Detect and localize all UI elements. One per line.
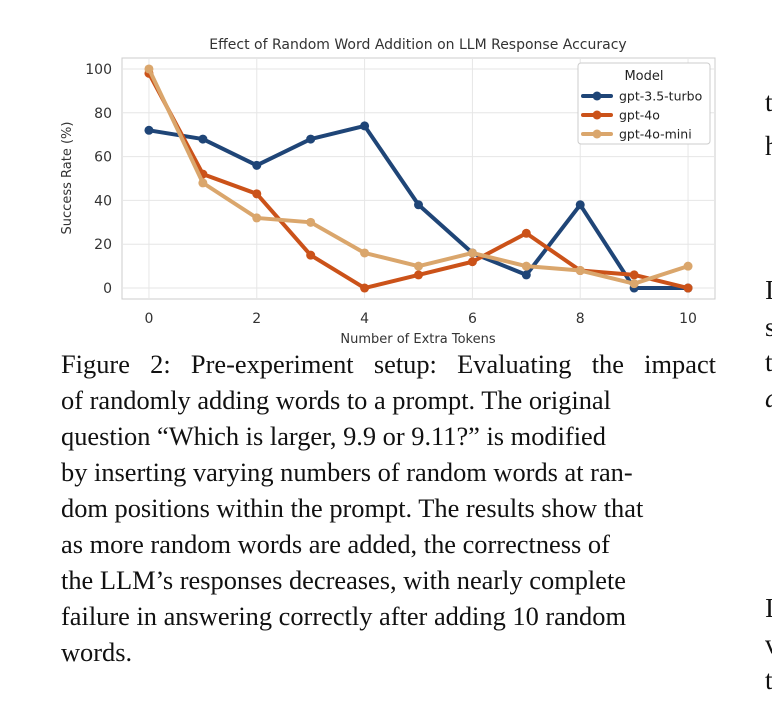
data-point	[521, 228, 531, 238]
caption-line: dom positions within the prompt. The res…	[61, 493, 644, 523]
caption-line: as more random words are added, the corr…	[61, 529, 610, 559]
data-point	[306, 250, 316, 260]
legend-label: gpt-3.5-turbo	[619, 89, 702, 104]
data-point	[521, 261, 531, 271]
cut-char: t	[765, 665, 772, 695]
x-tick-label: 6	[468, 311, 477, 327]
data-point	[414, 200, 423, 210]
x-tick-label: 2	[252, 311, 261, 327]
data-point	[306, 217, 316, 227]
cut-char: I	[765, 275, 772, 305]
x-tick-label: 4	[360, 311, 369, 327]
data-point	[629, 270, 639, 280]
data-point	[414, 270, 423, 280]
data-point	[144, 64, 154, 74]
data-point	[144, 125, 154, 135]
data-point	[414, 261, 423, 271]
data-point	[252, 213, 262, 223]
data-point	[575, 266, 585, 276]
data-point	[252, 189, 262, 199]
data-point	[521, 270, 531, 280]
y-tick-label: 80	[94, 106, 112, 122]
caption-line: words.	[61, 637, 133, 667]
legend-title: Model	[624, 69, 663, 84]
cut-char: t	[765, 347, 772, 377]
x-tick-label: 10	[679, 311, 697, 327]
data-point	[575, 200, 585, 210]
legend-box	[577, 62, 711, 145]
cut-char: s	[765, 312, 772, 342]
data-point	[683, 283, 693, 293]
data-point	[467, 257, 477, 267]
y-tick-labels: 0 20 40 60 80 100	[85, 62, 112, 297]
x-tick-label: 0	[144, 311, 153, 327]
x-tick-labels: 0 2 4 6 8 10	[144, 311, 696, 327]
cut-char: I	[765, 593, 772, 623]
data-point	[198, 178, 208, 188]
line-chart: Effect of Random Word Addition on LLM Re…	[60, 37, 716, 345]
caption-line: by inserting varying numbers of random w…	[61, 457, 633, 487]
data-point	[629, 279, 639, 289]
legend-swatch-marker	[592, 91, 602, 101]
legend-label: gpt-4o	[619, 108, 660, 123]
series-gpt-4o-mini	[144, 64, 693, 289]
caption-line: the LLM’s responses decreases, with near…	[61, 565, 627, 595]
series-lines	[144, 64, 693, 293]
y-tick-label: 60	[94, 150, 112, 166]
data-point	[683, 261, 693, 271]
caption-line: of randomly adding words to a prompt. Th…	[61, 385, 611, 415]
data-point	[306, 134, 316, 144]
data-point	[467, 248, 477, 258]
cut-char: h	[765, 131, 772, 161]
figure-caption: Figure 2: Pre-experiment setup: Evaluati…	[61, 347, 716, 671]
legend-swatch-marker	[592, 129, 602, 139]
cut-char: t	[765, 87, 772, 117]
data-point	[198, 134, 208, 144]
legend-swatch-marker	[592, 110, 602, 120]
y-axis-label: Success Rate (%)	[60, 122, 75, 235]
data-point	[360, 121, 370, 131]
y-tick-label: 20	[94, 237, 112, 253]
x-axis-label: Number of Extra Tokens	[340, 332, 495, 345]
legend: Model gpt-3.5-turbo gpt-4o gpt-4o-mini	[577, 62, 711, 145]
caption-line: failure in answering correctly after add…	[61, 601, 626, 631]
data-point	[360, 283, 370, 293]
x-tick-label: 8	[576, 311, 585, 327]
y-tick-label: 40	[94, 193, 112, 209]
caption-line: question “Which is larger, 9.9 or 9.11?”…	[61, 421, 606, 451]
chart-title: Effect of Random Word Addition on LLM Re…	[209, 37, 626, 53]
data-point	[252, 160, 262, 170]
y-tick-label: 0	[103, 281, 112, 297]
y-tick-label: 100	[85, 62, 112, 78]
caption-line: Figure 2: Pre-experiment setup: Evaluati…	[61, 349, 716, 379]
legend-label: gpt-4o-mini	[619, 127, 692, 142]
cut-char: a	[765, 380, 772, 416]
cut-char: v	[765, 629, 772, 659]
data-point	[360, 248, 370, 258]
